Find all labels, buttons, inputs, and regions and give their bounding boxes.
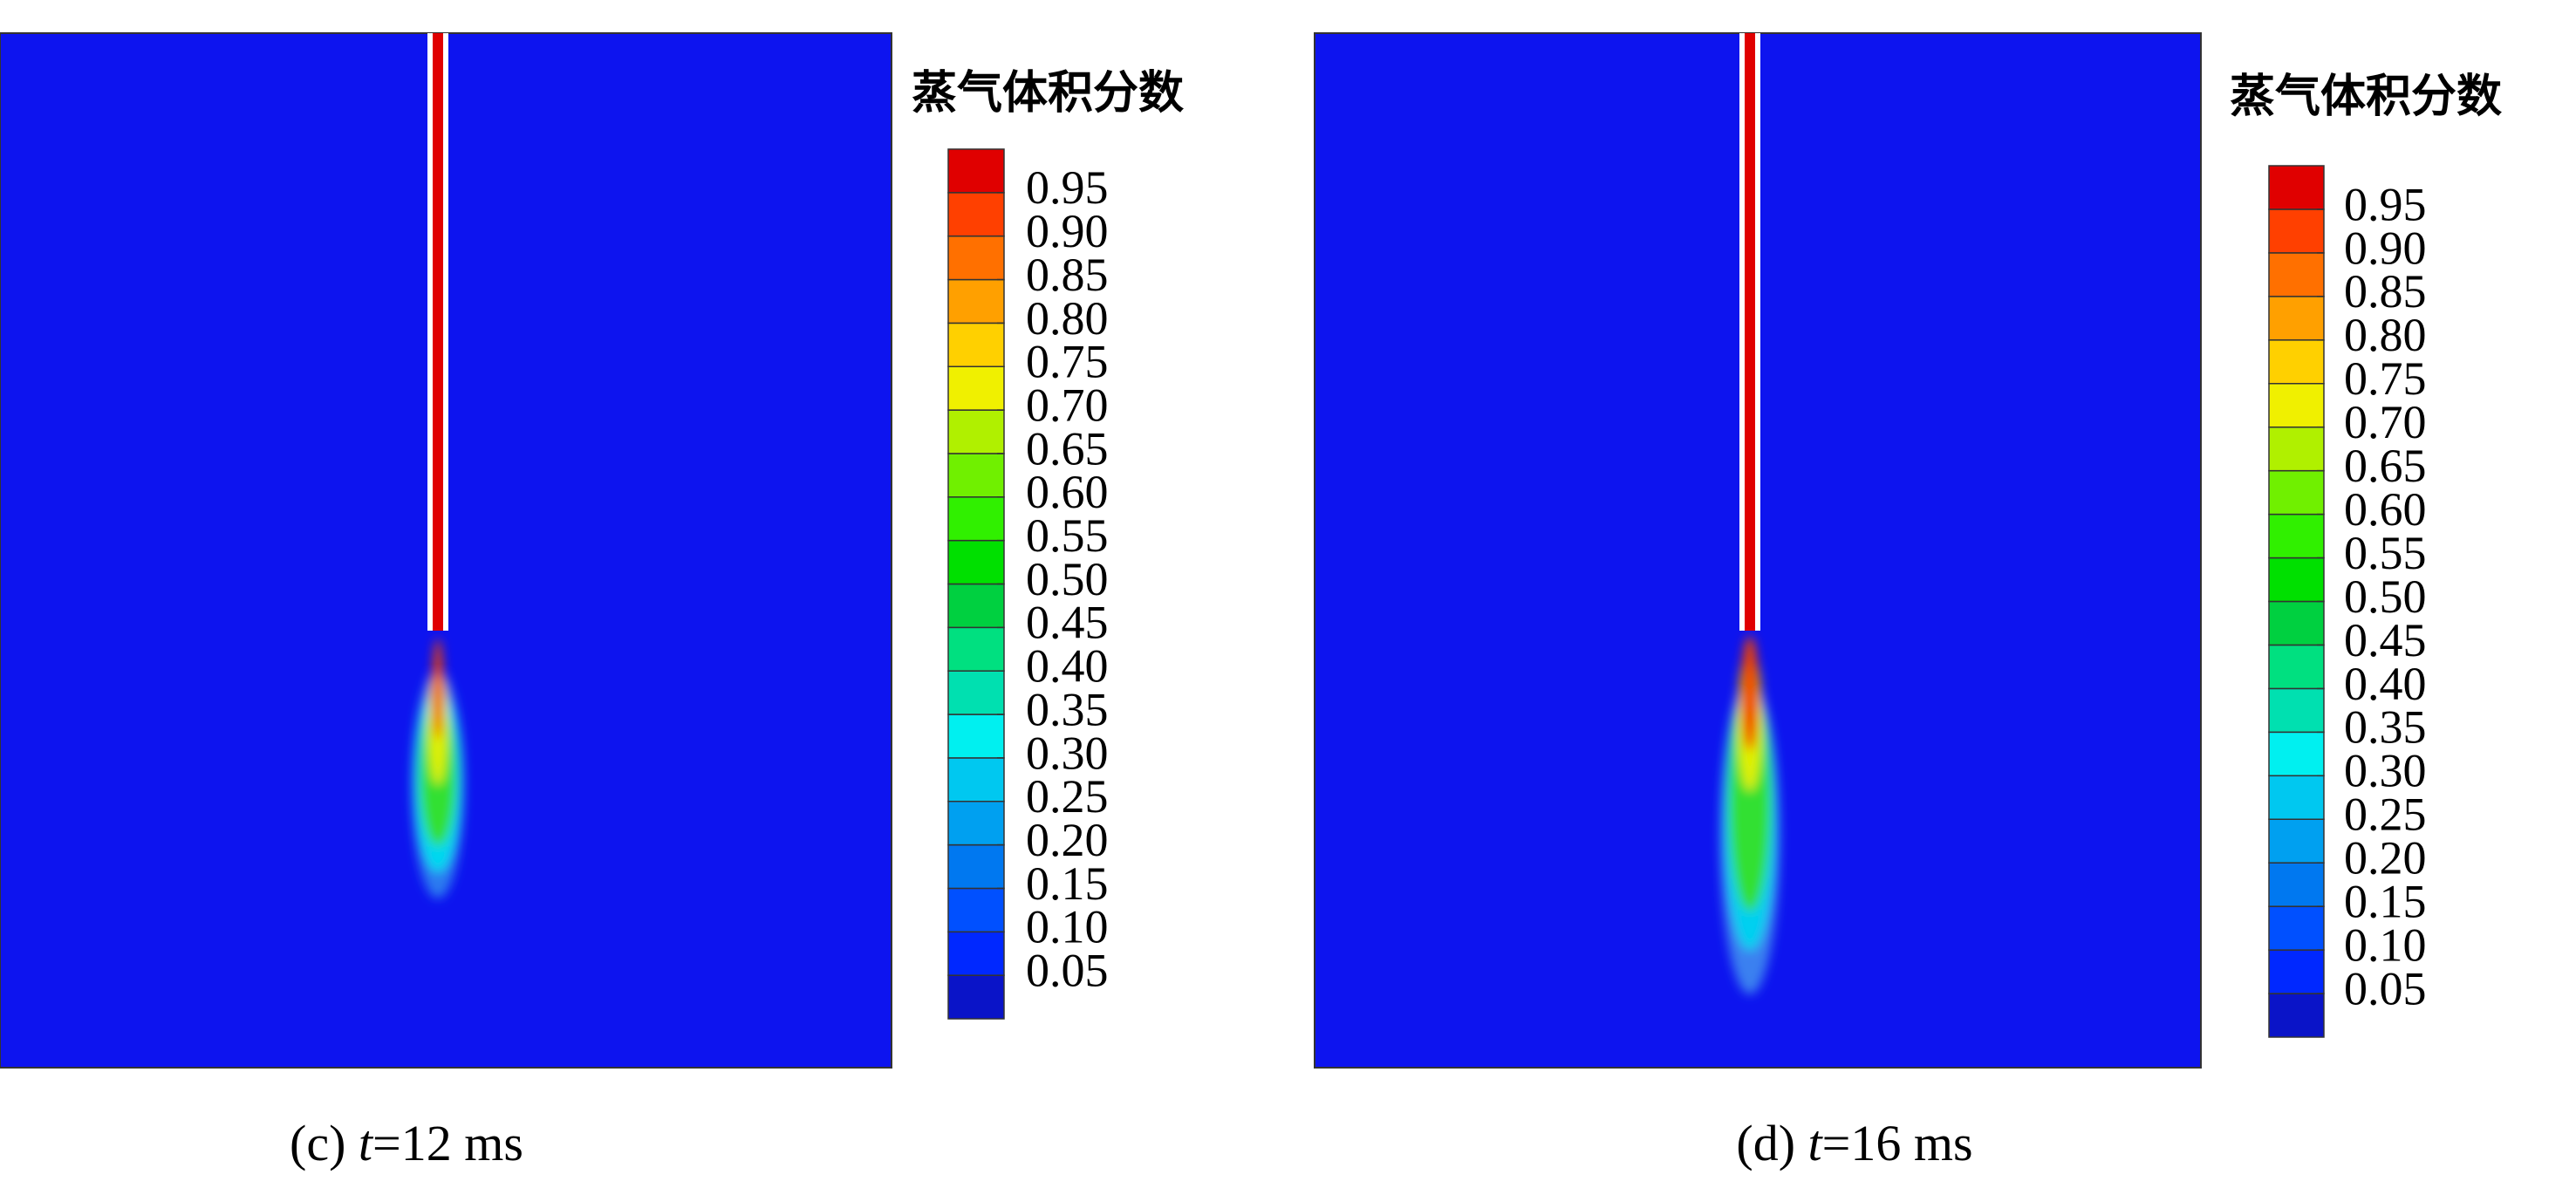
colorbar-band [2268,383,2325,428]
caption: (c) t=12 ms [290,1115,523,1171]
colorbar-tick-label: 0.55 [2344,527,2427,579]
colorbar-tick-label: 0.80 [2344,309,2427,361]
colorbar-tick-label: 0.20 [2344,832,2427,884]
colorbar-tick-label: 0.25 [2344,789,2427,841]
colorbar-tick-label: 0.60 [1026,466,1109,518]
colorbar-band [947,843,1005,890]
colorbar-tick-label: 0.85 [1026,249,1109,301]
colorbar-tick-label: 0.75 [2344,352,2427,405]
colorbar-tick-label: 0.55 [1026,509,1109,562]
colorbar-band [947,235,1005,281]
colorbar-band [2268,905,2325,951]
colorbar-tick-label: 0.05 [1026,945,1109,997]
colorbar-band [947,278,1005,324]
caption-variable: t [359,1115,374,1171]
colorbar-band [2268,296,2325,341]
colorbar-band [2268,993,2325,1038]
colorbar-tick-label: 0.80 [1026,292,1109,345]
colorbar-tick-label: 0.25 [1026,770,1109,823]
colorbar-band [2268,469,2325,516]
colorbar-tick-label: 0.65 [1026,422,1109,475]
needle-core [1745,33,1755,631]
colorbar-band [2268,426,2325,472]
colorbar-band [947,801,1005,846]
colorbar-tick-label: 0.10 [1026,901,1109,953]
plume-layer [433,638,443,740]
colorbar-tick-label: 0.35 [1026,683,1109,735]
plume-layer [1741,636,1759,751]
colorbar-tick-label: 0.85 [2344,265,2427,318]
colorbar-band [947,931,1005,976]
colorbar-band [947,148,1005,194]
colorbar-band [947,887,1005,933]
colorbar-tick-label: 0.40 [2344,658,2427,710]
colorbar-tick-label: 0.15 [1026,857,1109,910]
colorbar-tick-label: 0.75 [1026,336,1109,388]
colorbar-tick-label: 0.30 [1026,727,1109,779]
colorbar-band [947,757,1005,802]
colorbar-title: 蒸气体积分数 [2230,71,2502,123]
colorbar-title: 蒸气体积分数 [912,67,1184,120]
colorbar-tick-label: 0.45 [2344,614,2427,666]
colorbar-band [2268,513,2325,559]
caption-label: (d) [1736,1115,1795,1171]
caption: (d) t=16 ms [1736,1115,1972,1171]
colorbar-tick-label: 0.35 [2344,701,2427,754]
colorbar-band [947,974,1005,1020]
colorbar-tick-label: 0.50 [1026,553,1109,605]
colorbar-tick-label: 0.45 [1026,597,1109,649]
colorbar-band [2268,600,2325,646]
colorbar-band [2268,208,2325,254]
caption-variable: t [1808,1115,1824,1171]
panel: 蒸气体积分数0.950.900.850.800.750.700.650.600.… [0,32,1184,1171]
colorbar-tick-label: 0.65 [2344,440,2427,492]
colorbar-band [2268,949,2325,994]
colorbar-tick-label: 0.95 [2344,178,2427,230]
colorbar-band [947,365,1005,411]
plume [1720,636,1780,994]
colorbar-band [2268,818,2325,864]
colorbar-band [947,192,1005,237]
colorbar-band [947,714,1005,759]
colorbar-band [2268,252,2325,297]
plume [412,638,464,898]
caption-text: =16 ms [1822,1115,1973,1171]
colorbar-tick-label: 0.05 [2344,962,2427,1014]
colorbar-band [2268,557,2325,603]
colorbar-band [947,453,1005,498]
colorbar-band [2268,165,2325,210]
colorbar-tick-label: 0.90 [2344,222,2427,274]
colorbar-band [947,539,1005,585]
colorbar-tick-label: 0.60 [2344,483,2427,536]
colorbar-tick-label: 0.30 [2344,745,2427,797]
colorbar-tick-label: 0.15 [2344,876,2427,928]
colorbar-tick-label: 0.50 [2344,570,2427,623]
colorbar-tick-label: 0.70 [2344,396,2427,448]
colorbar-tick-label: 0.90 [1026,205,1109,257]
colorbar-tick-label: 0.10 [2344,918,2427,971]
needle-core [433,33,443,631]
caption-label: (c) [290,1115,345,1171]
colorbar-tick-label: 0.95 [1026,161,1109,214]
colorbar-band [947,670,1005,715]
colorbar-band [2268,644,2325,690]
colorbar-tick-label: 0.70 [1026,379,1109,431]
colorbar-band [2268,775,2325,820]
colorbar-band [947,583,1005,629]
colorbar-band [947,409,1005,454]
panel: 蒸气体积分数0.950.900.850.800.750.700.650.600.… [1314,32,2502,1171]
colorbar-band [947,322,1005,367]
colorbar-band [2268,339,2325,385]
colorbar-tick-label: 0.40 [1026,640,1109,693]
caption-text: =12 ms [372,1115,523,1171]
colorbar-band [947,496,1005,542]
colorbar-tick-label: 0.20 [1026,814,1109,866]
colorbar-band [947,626,1005,672]
colorbar-band [2268,862,2325,907]
colorbar-band [2268,731,2325,777]
colorbar-band [2268,687,2325,734]
